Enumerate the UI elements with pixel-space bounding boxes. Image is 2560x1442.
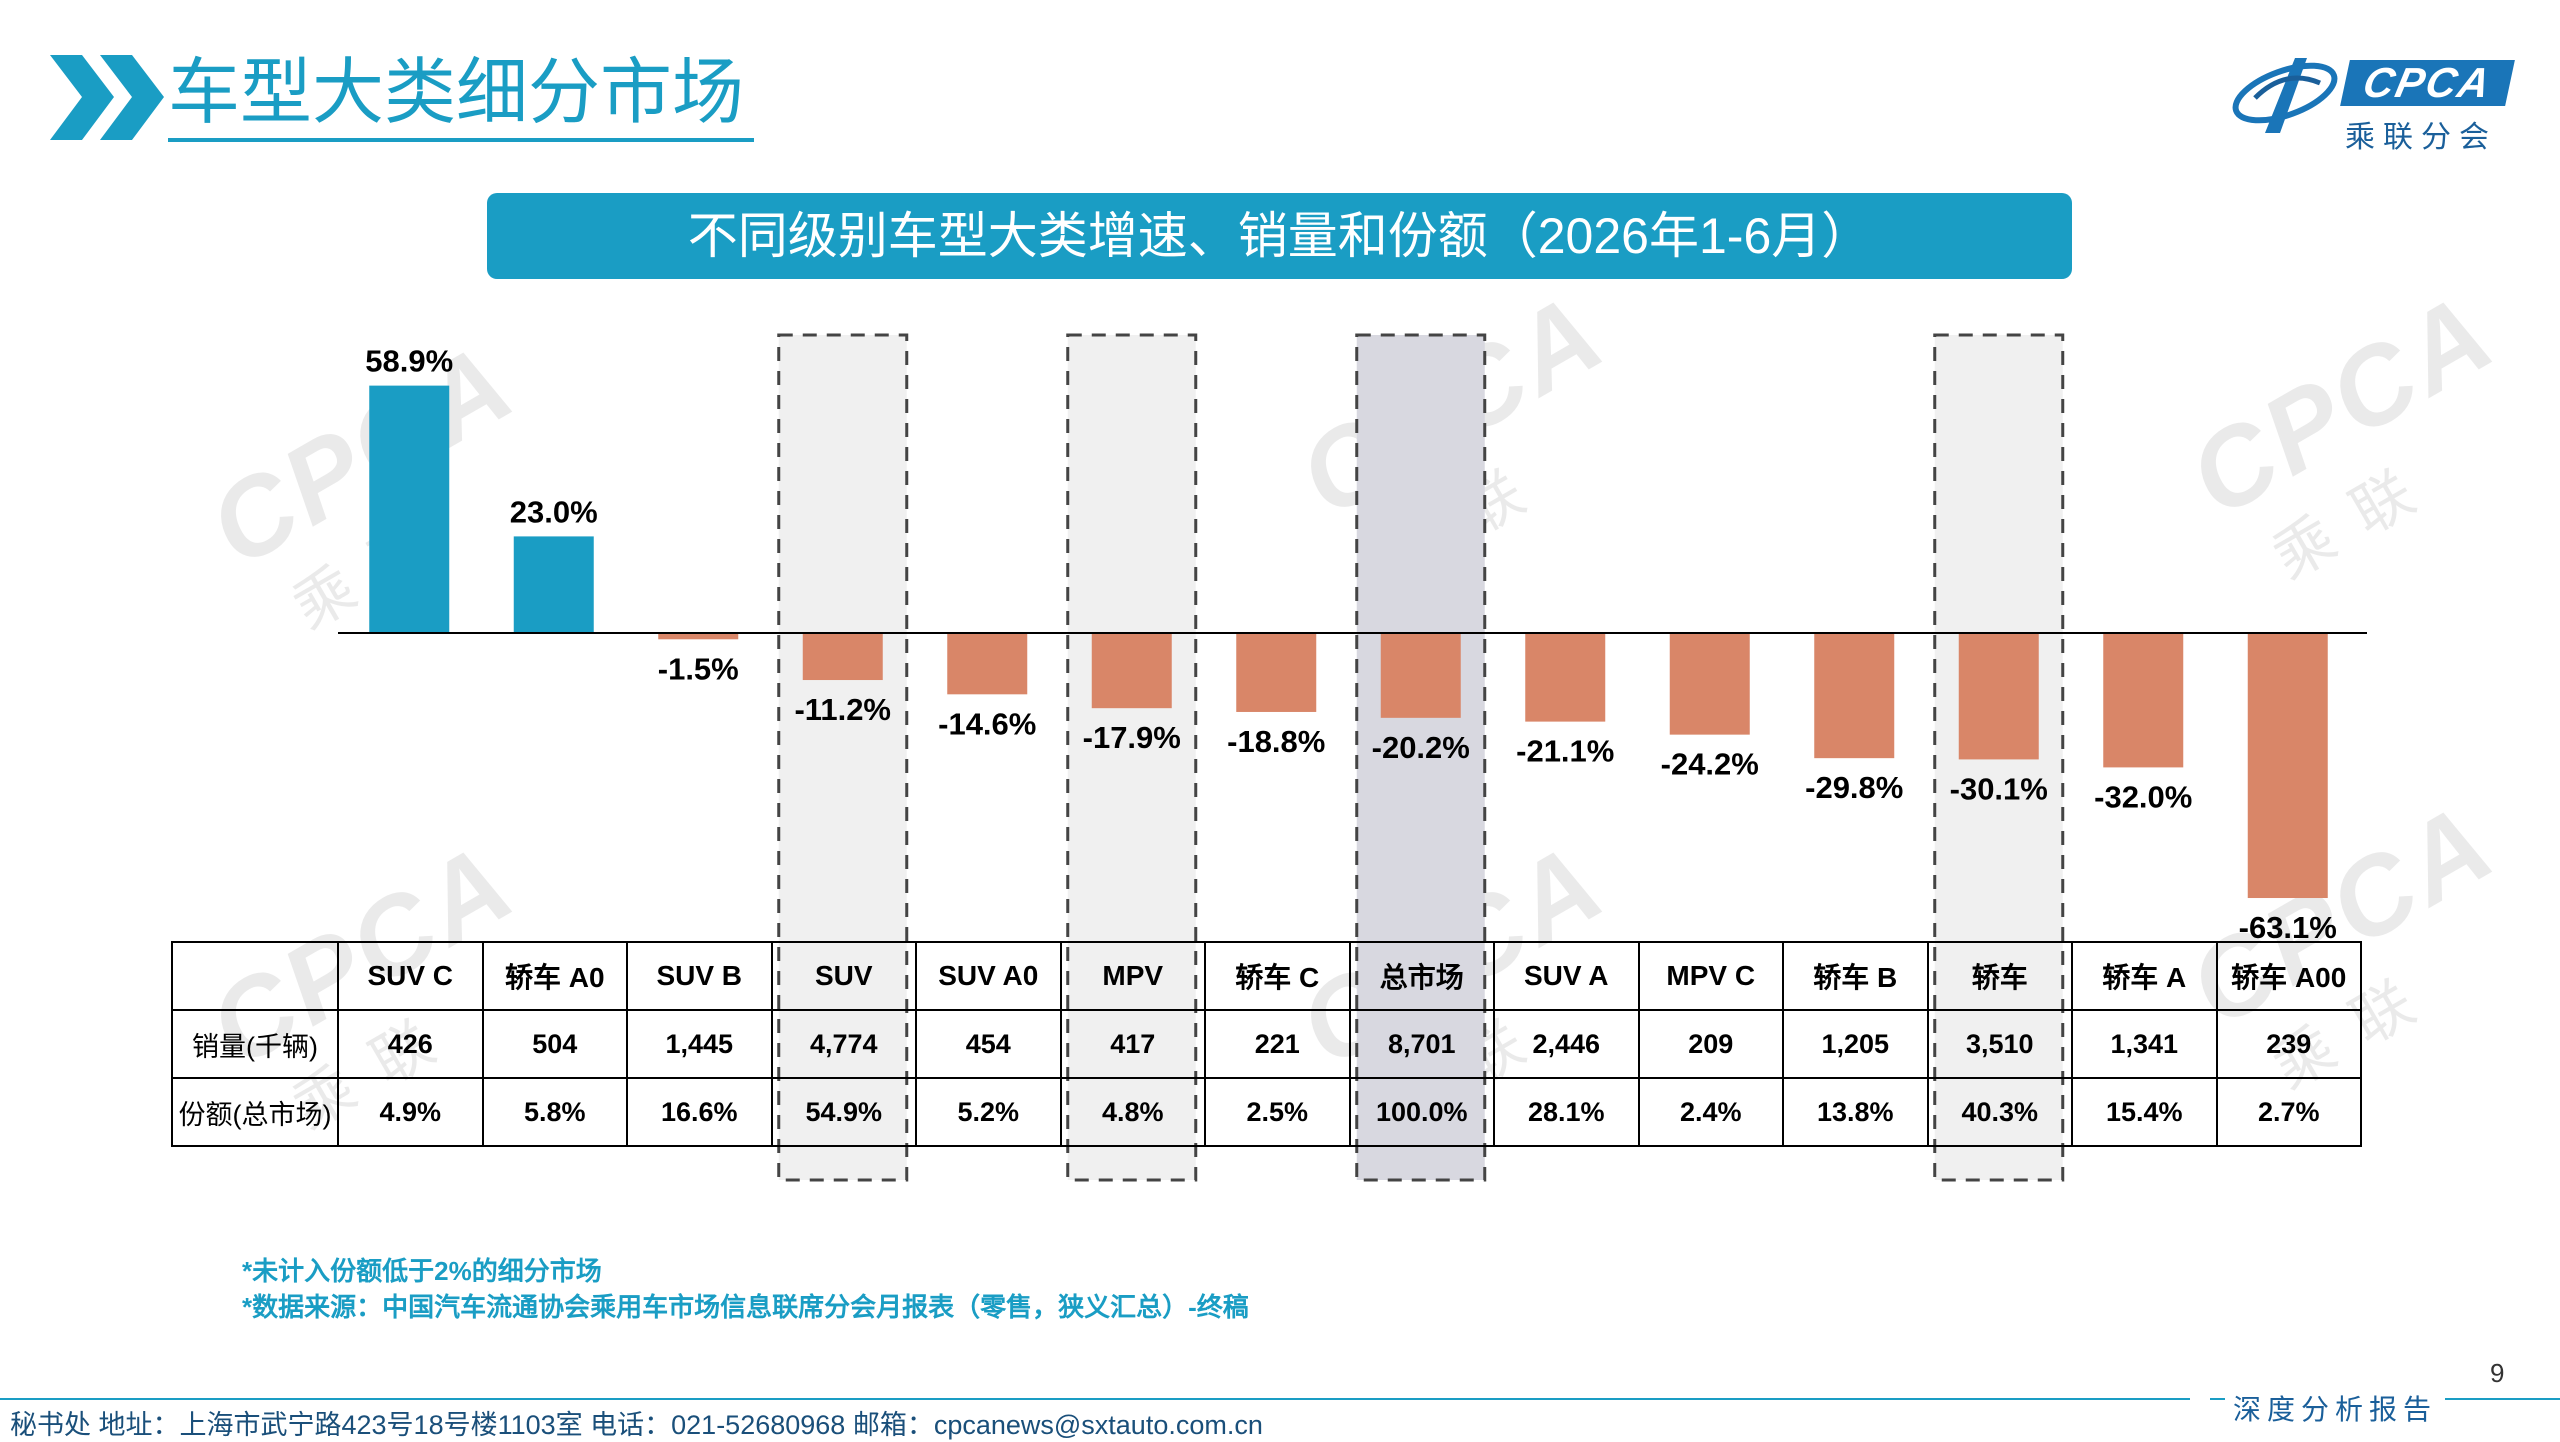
footer-report-tag: 深度分析报告 [2225,1388,2446,1428]
table-cell: 1,205 [1782,1009,1929,1079]
value-label-1: 23.0% [510,494,598,529]
table-header-cell: MPV C [1637,941,1784,1011]
table-header-cell: 轿车 A [2071,941,2218,1011]
bar-13 [2247,633,2328,899]
table-cell: 8,701 [1348,1009,1495,1079]
table-cell: 4.8% [1059,1077,1206,1147]
logo-subtitle: 乘联分会 [2345,121,2497,154]
table-cell: 40.3% [1926,1077,2073,1147]
bar-8 [1525,633,1606,722]
value-label-11: -30.1% [1950,771,2048,806]
bar-3 [802,633,883,681]
table-cell: 504 [481,1009,628,1079]
table-row-sales: 销量(千辆) 426 504 1,445 4,774 454 417 221 8,701 2,4… [171,1009,2362,1079]
table-cell: 3,510 [1926,1009,2073,1079]
bar-10 [1814,633,1895,759]
bar-6 [1236,633,1317,712]
footnotes: *未计入份额低于2%的细分市场 *数据来源：中国汽车流通协会乘用车市场信息联席分… [242,1253,1249,1325]
table-cell: 4.9% [337,1077,484,1147]
table-header-cell: SUV A0 [915,941,1062,1011]
table-header-cell: SUV C [337,941,484,1011]
bar-5 [1091,633,1172,709]
table-header-cell: 轿车 [1926,941,2073,1011]
value-label-7: -20.2% [1372,730,1470,765]
table-cell: 2.5% [1204,1077,1351,1147]
table-header-cell: SUV B [626,941,773,1011]
bar-9 [1669,633,1750,735]
title-chevron-icon [50,55,164,140]
value-label-9: -24.2% [1661,747,1759,782]
bar-4 [947,633,1028,695]
row-label-share: 份额(总市场) [171,1077,339,1147]
bar-2 [658,633,739,640]
table-cell: 16.6% [626,1077,773,1147]
footer-divider [0,1398,2190,1400]
table-cell: 28.1% [1493,1077,1640,1147]
value-label-13: -63.1% [2239,910,2337,945]
value-label-3: -11.2% [794,692,891,727]
bar-7 [1380,633,1461,718]
table-cell: 4,774 [770,1009,917,1079]
footer-contact: 秘书处 地址：上海市武宁路423号18号楼1103室 电话：021-526809… [10,1410,1263,1440]
bar-0 [369,385,450,633]
page-title: 车型大类细分市场 [168,48,755,142]
bars [369,385,2328,899]
bar-12 [2103,633,2184,768]
table-cell: 209 [1637,1009,1784,1079]
value-label-5: -17.9% [1083,720,1181,755]
table-cell: 454 [915,1009,1062,1079]
table-header-cell: SUV A [1493,941,1640,1011]
footnote-share-threshold: *未计入份额低于2%的细分市场 [242,1256,602,1286]
value-label-2: -1.5% [658,651,739,686]
chart-title-banner: 不同级别车型大类增速、销量和份额（2026年1-6月） [487,193,2072,279]
table-cell: 13.8% [1782,1077,1929,1147]
table-cell: 1,341 [2071,1009,2218,1079]
table-header-cell: 轿车 C [1204,941,1351,1011]
page-number: 9 [2490,1358,2505,1388]
table-cell: 2.7% [2215,1077,2362,1147]
table-header-cell: 轿车 A0 [481,941,628,1011]
table-cell: 54.9% [770,1077,917,1147]
table-cell: 417 [1059,1009,1206,1079]
table-row-share: 份额(总市场) 4.9% 5.8% 16.6% 54.9% 5.2% 4.8% 2.5% 10… [171,1077,2362,1147]
table-header-cell: 轿车 B [1782,941,1929,1011]
table-cell: 100.0% [1348,1077,1495,1147]
bar-1 [513,536,594,633]
value-label-6: -18.8% [1227,724,1325,759]
table-cell: 221 [1204,1009,1351,1079]
row-label-sales: 销量(千辆) [171,1009,339,1079]
cpca-emblem-icon [2232,58,2338,133]
table-cell: 5.8% [481,1077,628,1147]
bar-11 [1958,633,2039,760]
table-header-cell: SUV [770,941,917,1011]
table-cell: 2,446 [1493,1009,1640,1079]
table-cell: 239 [2215,1009,2362,1079]
table-header-cell: 轿车 A00 [2215,941,2362,1011]
cpca-logo: CPCA 乘联分会 [2225,48,2515,154]
table-corner-cell [171,941,339,1011]
table-cell: 5.2% [915,1077,1062,1147]
value-label-12: -32.0% [2094,779,2192,814]
value-labels: 58.9% 23.0% -1.5% -11.2% -14.6% -17.9% -18.8% -… [365,344,2337,945]
table-header-cell: 总市场 [1348,941,1495,1011]
table-cell: 15.4% [2071,1077,2218,1147]
table-cell: 2.4% [1637,1077,1784,1147]
value-label-8: -21.1% [1516,734,1614,769]
table-cell: 1,445 [626,1009,773,1079]
value-label-10: -29.8% [1805,770,1903,805]
table-cell: 426 [337,1009,484,1079]
table-header-cell: MPV [1059,941,1206,1011]
value-label-0: 58.9% [365,344,453,379]
value-label-4: -14.6% [938,706,1036,741]
footnote-data-source: *数据来源：中国汽车流通协会乘用车市场信息联席分会月报表（零售，狭义汇总）-终稿 [242,1292,1249,1322]
